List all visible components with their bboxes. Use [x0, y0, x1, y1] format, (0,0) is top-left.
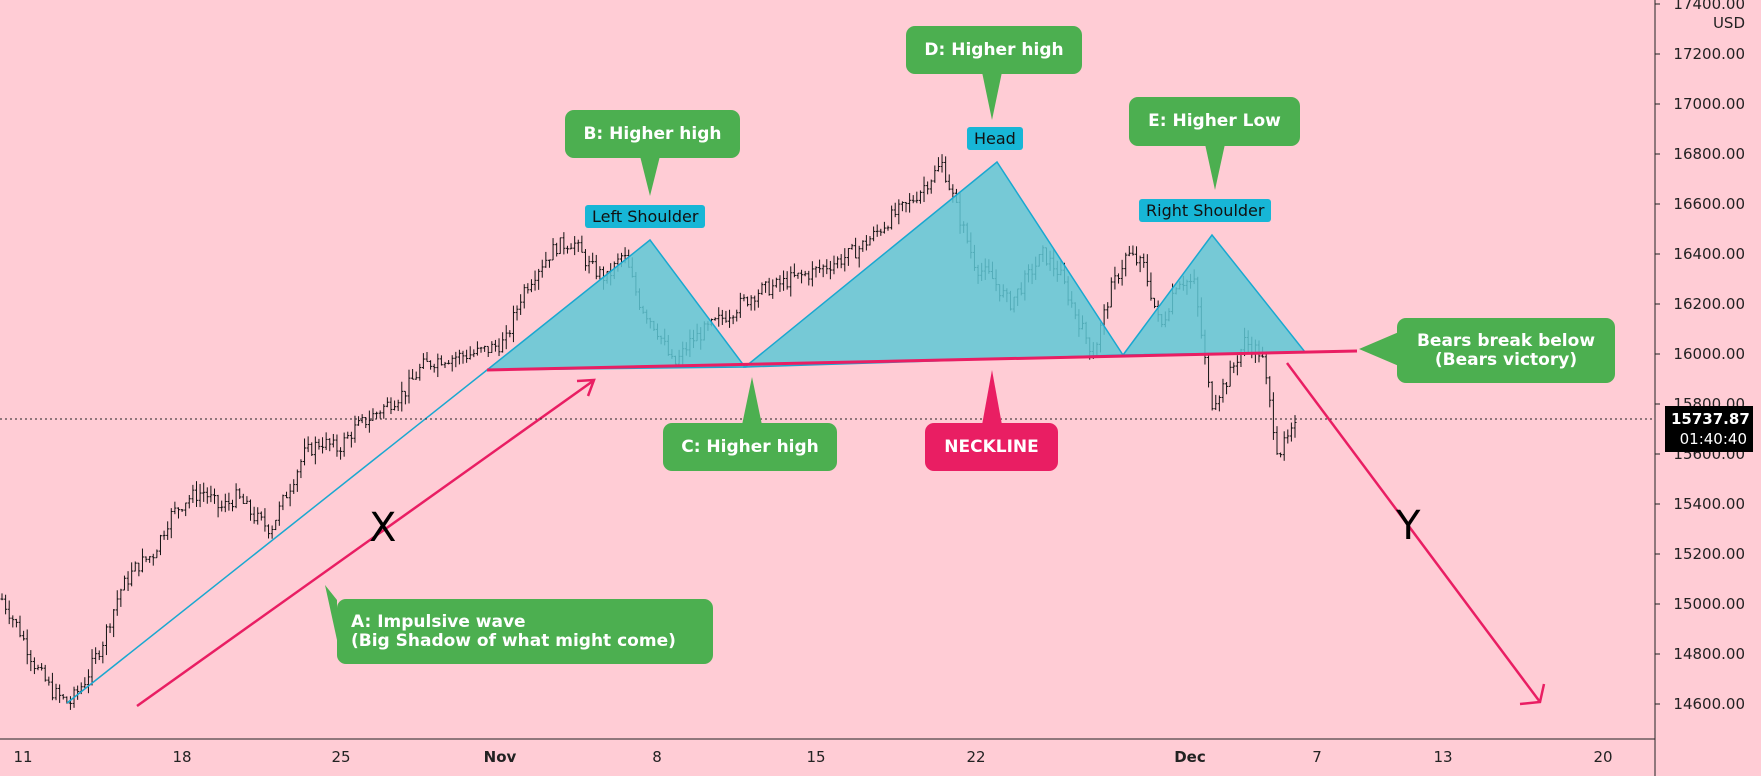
callout-c-text: C: Higher high [681, 436, 819, 457]
callout-neckline-pointer [982, 370, 1002, 425]
y-tick-label: 14600.00 [1673, 695, 1745, 713]
left-shoulder-triangle [484, 238, 747, 371]
callout-b: B: Higher high [565, 110, 740, 158]
marker-y: Y [1396, 503, 1421, 549]
head-triangle [742, 160, 1125, 368]
y-tick-label: 17400.00 [1673, 0, 1745, 13]
callout-e-text: E: Higher Low [1148, 111, 1281, 131]
x-tick-label: Nov [484, 748, 517, 766]
callout-c: C: Higher high [663, 423, 837, 471]
neckline [486, 349, 1358, 372]
y-tick-label: 16200.00 [1673, 295, 1745, 313]
callout-a-line1: A: Impulsive wave [351, 611, 526, 632]
callout-e: E: Higher Low [1129, 97, 1300, 146]
callout-a: A: Impulsive wave (Big Shadow of what mi… [337, 599, 713, 664]
countdown-timer: 01:40:40 [1679, 430, 1747, 448]
projection-arrow-head [1519, 683, 1546, 706]
tag-right-shoulder: Right Shoulder [1139, 199, 1272, 222]
y-tick-label: 15000.00 [1673, 595, 1745, 613]
callout-bears-line2: (Bears victory) [1434, 349, 1578, 370]
y-tick-label: 17000.00 [1673, 95, 1745, 113]
x-tick-label: 7 [1312, 748, 1322, 766]
callout-b-text: B: Higher high [583, 123, 722, 144]
y-tick-label: 16400.00 [1673, 245, 1745, 263]
tag-left-shoulder: Left Shoulder [585, 205, 706, 228]
impulse-arrow-line [136, 379, 594, 708]
callout-d: D: Higher high [906, 26, 1082, 74]
tag-head: Head [967, 127, 1023, 150]
callout-a-pointer [325, 585, 337, 640]
x-tick-label: Dec [1174, 748, 1206, 766]
callout-b-pointer [640, 156, 660, 196]
y-tick-label: 14800.00 [1673, 645, 1745, 663]
callout-bears: Bears break below (Bears victory) [1397, 318, 1615, 383]
callout-d-text: D: Higher high [924, 39, 1064, 60]
x-tick-label: 8 [652, 748, 662, 766]
x-tick-label: 13 [1433, 748, 1452, 766]
marker-x: X [369, 505, 397, 551]
trend-lines [0, 72, 1655, 708]
x-tick-label: 18 [172, 748, 191, 766]
y-tick-label: 15200.00 [1673, 545, 1745, 563]
x-tick-label: 15 [806, 748, 825, 766]
x-tick-label: 11 [13, 748, 32, 766]
y-tick-label: 17200.00 [1673, 45, 1745, 63]
current-price: 15737.87 [1671, 410, 1750, 428]
support-trendline [66, 369, 488, 704]
y-tick-label: 16600.00 [1673, 195, 1745, 213]
currency-label: USD [1713, 14, 1745, 32]
callout-a-line2: (Big Shadow of what might come) [351, 630, 676, 651]
callout-neckline: NECKLINE [925, 423, 1058, 471]
impulse-arrow-head [576, 378, 596, 397]
x-tick-label: 25 [331, 748, 350, 766]
callout-bears-pointer [1359, 332, 1399, 366]
y-tick-label: 15400.00 [1673, 495, 1745, 513]
projection-arrow-line [1285, 362, 1542, 703]
right-shoulder-triangle [1121, 233, 1307, 356]
callout-c-pointer [742, 377, 762, 425]
callout-neckline-text: NECKLINE [944, 436, 1039, 457]
x-tick-label: 20 [1593, 748, 1612, 766]
y-tick-label: 16800.00 [1673, 145, 1745, 163]
callout-d-pointer [982, 72, 1002, 120]
current-price-label: 15737.87 01:40:40 [1665, 406, 1753, 452]
head-and-shoulders-pattern [484, 160, 1307, 371]
callout-bears-line1: Bears break below [1416, 330, 1596, 351]
callout-e-pointer [1205, 144, 1225, 190]
y-tick-label: 16000.00 [1673, 345, 1745, 363]
x-tick-label: 22 [966, 748, 985, 766]
